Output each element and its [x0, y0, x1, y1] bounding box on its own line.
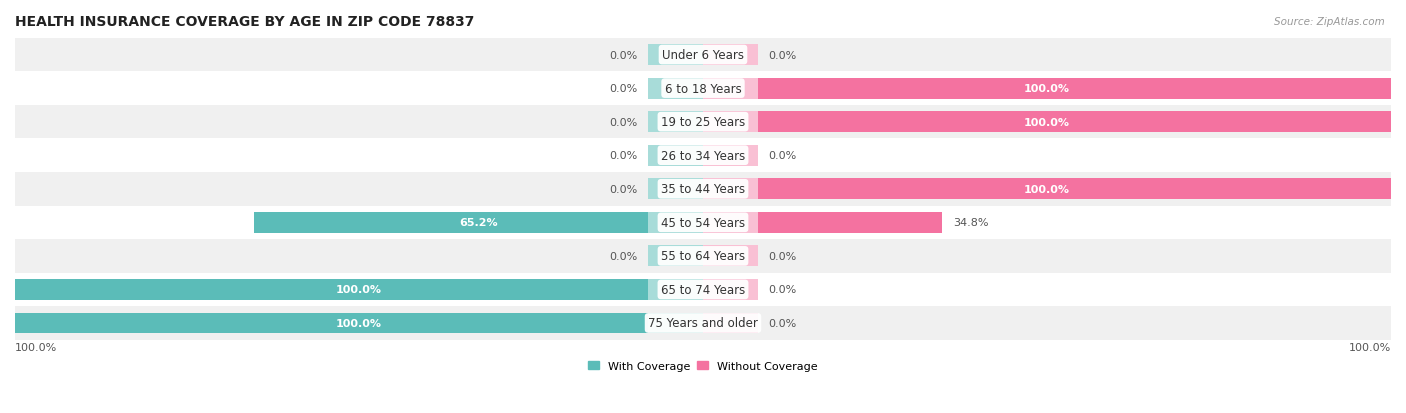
Bar	[15, 72, 1391, 106]
Text: 0.0%: 0.0%	[609, 84, 638, 94]
Text: HEALTH INSURANCE COVERAGE BY AGE IN ZIP CODE 78837: HEALTH INSURANCE COVERAGE BY AGE IN ZIP …	[15, 15, 474, 29]
Bar	[703, 145, 758, 166]
Text: 55 to 64 Years: 55 to 64 Years	[661, 250, 745, 263]
Text: 65 to 74 Years: 65 to 74 Years	[661, 283, 745, 296]
Bar	[648, 112, 703, 133]
Bar	[648, 145, 703, 166]
Bar	[15, 273, 1391, 306]
Bar	[648, 45, 703, 66]
Text: 34.8%: 34.8%	[953, 218, 988, 228]
Bar	[703, 78, 758, 99]
Text: 0.0%: 0.0%	[768, 151, 797, 161]
Bar	[703, 45, 758, 66]
Text: 0.0%: 0.0%	[768, 251, 797, 261]
Text: 0.0%: 0.0%	[768, 285, 797, 295]
Bar	[703, 313, 758, 334]
Bar	[15, 306, 1391, 340]
Text: 65.2%: 65.2%	[460, 218, 498, 228]
Text: 100.0%: 100.0%	[15, 343, 58, 353]
Text: 0.0%: 0.0%	[609, 184, 638, 194]
Text: 0.0%: 0.0%	[609, 50, 638, 60]
Text: 100.0%: 100.0%	[336, 318, 382, 328]
Text: 0.0%: 0.0%	[609, 151, 638, 161]
Text: 0.0%: 0.0%	[609, 251, 638, 261]
Bar	[648, 313, 703, 334]
Text: 19 to 25 Years: 19 to 25 Years	[661, 116, 745, 129]
Text: Under 6 Years: Under 6 Years	[662, 49, 744, 62]
Bar	[703, 112, 1391, 133]
Bar	[648, 179, 703, 199]
Bar	[15, 139, 1391, 173]
Bar	[15, 206, 1391, 240]
Legend: With Coverage, Without Coverage: With Coverage, Without Coverage	[583, 357, 823, 376]
Bar	[703, 78, 1391, 99]
Bar	[254, 212, 703, 233]
Text: 100.0%: 100.0%	[1024, 117, 1070, 127]
Bar	[15, 240, 1391, 273]
Text: 0.0%: 0.0%	[609, 117, 638, 127]
Text: 0.0%: 0.0%	[768, 50, 797, 60]
Bar	[15, 39, 1391, 72]
Bar	[648, 212, 703, 233]
Bar	[703, 179, 758, 199]
Bar	[703, 212, 942, 233]
Bar	[703, 246, 758, 267]
Text: 6 to 18 Years: 6 to 18 Years	[665, 83, 741, 95]
Text: 0.0%: 0.0%	[768, 318, 797, 328]
Bar	[703, 112, 758, 133]
Bar	[15, 173, 1391, 206]
Bar	[648, 246, 703, 267]
Text: 100.0%: 100.0%	[1348, 343, 1391, 353]
Text: 100.0%: 100.0%	[336, 285, 382, 295]
Text: 100.0%: 100.0%	[1024, 184, 1070, 194]
Bar	[15, 279, 703, 300]
Bar	[703, 279, 758, 300]
Bar	[648, 279, 703, 300]
Bar	[648, 78, 703, 99]
Text: 45 to 54 Years: 45 to 54 Years	[661, 216, 745, 229]
Bar	[703, 179, 1391, 199]
Text: 26 to 34 Years: 26 to 34 Years	[661, 150, 745, 162]
Text: 100.0%: 100.0%	[1024, 84, 1070, 94]
Bar	[15, 106, 1391, 139]
Text: 75 Years and older: 75 Years and older	[648, 317, 758, 330]
Bar	[703, 212, 758, 233]
Text: 35 to 44 Years: 35 to 44 Years	[661, 183, 745, 196]
Text: Source: ZipAtlas.com: Source: ZipAtlas.com	[1274, 17, 1385, 26]
Bar	[15, 313, 703, 334]
